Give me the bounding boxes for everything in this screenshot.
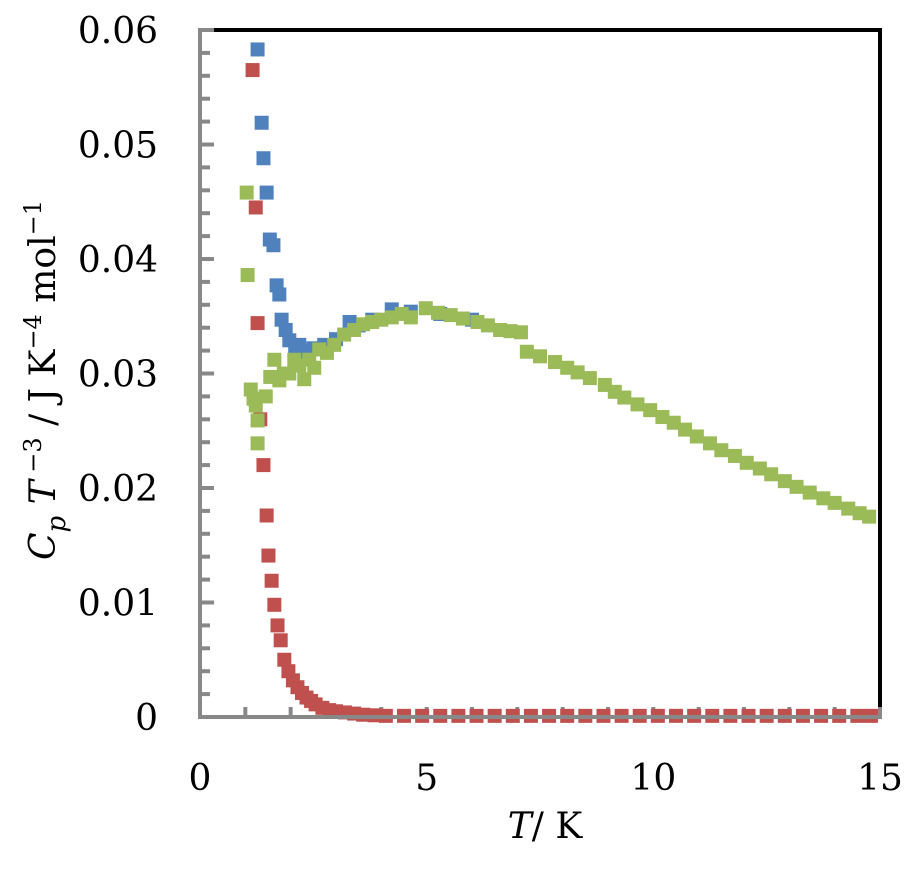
tick-labels: 0 0.01 0.02 0.03 0.04 0.05 0.06 0 5 10 15 [78,11,903,799]
data-point-red [250,316,265,331]
y-axis-title: Cp T −3 / J K−4 mol−1 [19,200,72,560]
data-point-green [630,397,645,412]
data-point-green [513,325,528,340]
data-point-green [689,429,704,444]
data-point-blue [250,42,265,57]
x-axis-unit: / K [532,806,584,847]
data-point-blue [254,115,269,130]
y-tick-label: 0.06 [78,11,158,52]
data-points [239,42,878,723]
y-tick-label: 0.03 [78,355,158,396]
data-point-green [582,371,597,386]
data-point-red [277,652,292,667]
y-tick-label: 0.05 [78,126,158,167]
data-point-green [267,352,282,367]
data-point-red [270,618,285,633]
data-point-blue [266,238,281,253]
series-green [239,185,877,524]
y-tick-label: 0.01 [78,584,158,625]
data-point-green [455,311,470,326]
data-point-blue [256,151,271,166]
data-point-green [764,467,779,482]
data-point-blue [272,287,287,302]
y-axis-sup3: −1 [19,200,47,235]
y-axis-c: C [23,532,64,560]
x-tick-label: 0 [189,758,212,799]
data-point-green [307,360,322,375]
data-point-green [443,308,458,323]
y-axis-mol: mol [23,235,64,314]
x-tick-label: 10 [630,758,676,799]
x-tick-label: 5 [415,758,438,799]
y-axis-sup1: −3 [19,437,47,480]
data-point-green [678,422,693,437]
series-red [245,63,878,723]
data-point-green [547,355,562,370]
data-point-red [259,508,274,523]
data-point-green [789,479,804,494]
data-point-green [617,390,632,405]
data-point-red [261,548,276,563]
data-point-green [431,305,445,320]
y-axis-sub: p [42,515,72,532]
y-axis-t: T [23,477,64,515]
data-point-red [248,200,263,215]
data-point-green [480,318,495,333]
data-point-green [727,448,742,463]
data-point-green [643,403,658,418]
data-point-green [777,474,792,489]
data-point-red [245,63,260,78]
data-point-green [862,509,877,524]
data-point-green [519,344,534,359]
data-point-green [239,185,254,200]
data-point-green [739,455,754,470]
data-point-green [258,389,273,404]
data-point-green [297,372,312,387]
data-point-red [264,573,279,588]
data-point-green [240,268,255,283]
x-axis-var: T [508,806,535,847]
data-point-green [570,365,585,380]
y-axis-sup2: −4 [19,314,47,349]
data-point-red [267,597,282,612]
data-point-green [827,495,842,510]
x-tick-label: 15 [857,758,903,799]
data-point-green [841,501,856,516]
y-axis-unit: / J K [23,348,64,437]
data-point-green [403,310,418,325]
y-tick-label: 0 [135,698,158,739]
data-point-green [802,485,817,500]
data-point-green [655,410,670,425]
data-point-red [256,458,271,473]
data-point-green [752,461,767,476]
data-point-green [250,413,265,428]
x-axis-title: T/ K [508,806,584,847]
data-point-green [533,349,547,364]
data-point-green [714,443,729,458]
data-point-blue [259,185,274,200]
y-tick-label: 0.02 [78,469,158,510]
data-point-red [273,633,288,648]
data-point-green [816,491,831,506]
data-point-green [418,301,433,316]
y-tick-label: 0.04 [78,240,158,281]
data-point-green [250,436,265,451]
data-point-green [666,415,681,430]
data-point-green [703,436,717,451]
